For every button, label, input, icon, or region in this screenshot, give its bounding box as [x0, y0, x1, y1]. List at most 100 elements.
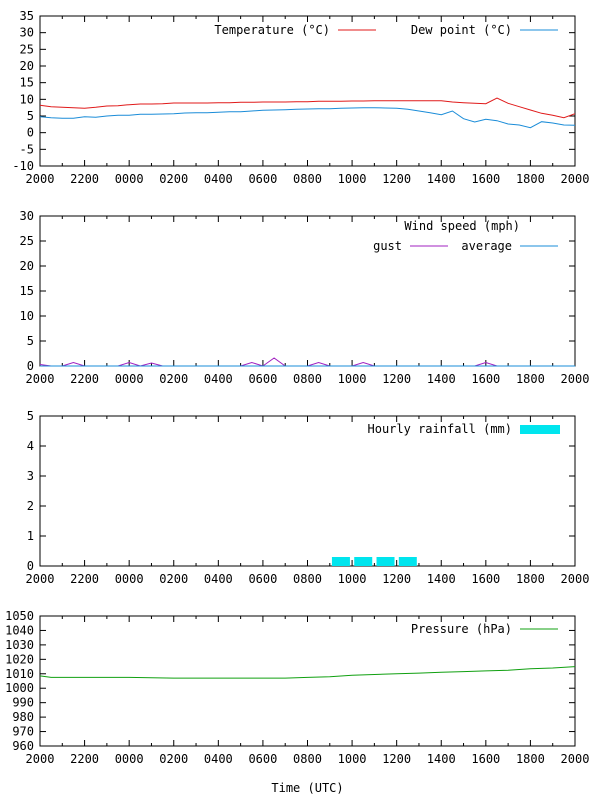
chart1-ytick-label: 0: [27, 126, 34, 140]
chart1-series-2-line: [39, 107, 576, 129]
chart3-xtick-label: 1800: [516, 572, 545, 586]
chart4-xtick-label: 0800: [293, 752, 322, 766]
chart2-xtick-label: 0400: [204, 372, 233, 386]
chart4-ytick-label: 960: [12, 739, 34, 753]
chart2-series-1-legend-label: gust: [373, 239, 402, 253]
chart2-ytick-label: 15: [20, 284, 34, 298]
chart3-series-1-bar: [331, 557, 350, 566]
chart4-ytick-label: 1020: [5, 652, 34, 666]
chart3-ytick-label: 0: [27, 559, 34, 573]
chart2-ytick-label: 0: [27, 359, 34, 373]
chart3-ytick-label: 4: [27, 439, 34, 453]
chart3-series-1-bar: [376, 557, 395, 566]
chart3-xtick-label: 0200: [159, 572, 188, 586]
chart3-ytick-label: 1: [27, 529, 34, 543]
chart1-ytick-label: 15: [20, 76, 34, 90]
chart3-xtick-label: 1200: [382, 572, 411, 586]
chart4-xtick-label: 0600: [248, 752, 277, 766]
chart1-xtick-label: 1000: [338, 172, 367, 186]
chart2-series-2-legend-label: average: [461, 239, 512, 253]
chart4-ytick-label: 970: [12, 725, 34, 739]
chart4-series-1-legend-label: Pressure (hPa): [411, 622, 512, 636]
chart2-ytick-label: 20: [20, 259, 34, 273]
chart4-ytick-label: 1050: [5, 609, 34, 623]
chart4-ytick-label: 1000: [5, 681, 34, 695]
chart1-plot-frame: [39, 15, 576, 167]
chart4-xtick-label: 2200: [70, 752, 99, 766]
chart1-ytick-label: 25: [20, 42, 34, 56]
chart4-xtick-label: 0000: [115, 752, 144, 766]
chart2-xtick-label: 2000: [26, 372, 55, 386]
chart2-xtick-label: 0800: [293, 372, 322, 386]
chart2-xtick-label: 0000: [115, 372, 144, 386]
chart3-xtick-label: 2200: [70, 572, 99, 586]
chart1-xtick-label: 0000: [115, 172, 144, 186]
chart1-series-1-line: [39, 97, 576, 119]
chart4-xtick-label: 1000: [338, 752, 367, 766]
chart1-series-1-legend-label: Temperature (°C): [214, 23, 330, 37]
chart2-xtick-label: 2200: [70, 372, 99, 386]
chart2-xtick-label: 1800: [516, 372, 545, 386]
chart4-xtick-label: 2000: [26, 752, 55, 766]
chart4-ytick-label: 980: [12, 710, 34, 724]
chart4-xtick-label: 1600: [471, 752, 500, 766]
chart4-ytick-label: 1040: [5, 623, 34, 637]
chart3-xtick-label: 1400: [427, 572, 456, 586]
chart4-xtick-label: 0400: [204, 752, 233, 766]
chart4-xtick-label: 0200: [159, 752, 188, 766]
chart3-ytick-label: 5: [27, 409, 34, 423]
chart3-series-1-legend-swatch: [520, 425, 560, 434]
chart1-series-2-legend-label: Dew point (°C): [411, 23, 512, 37]
chart1-ytick-label: 20: [20, 59, 34, 73]
chart2-xtick-label: 1400: [427, 372, 456, 386]
chart3-xtick-label: 0600: [248, 572, 277, 586]
chart3-xtick-label: 1000: [338, 572, 367, 586]
chart1-xtick-label: 0600: [248, 172, 277, 186]
chart4-xtick-label: 1400: [427, 752, 456, 766]
chart2-ytick-label: 10: [20, 309, 34, 323]
chart2-xtick-label: 1600: [471, 372, 500, 386]
chart2-xtick-label: 0200: [159, 372, 188, 386]
chart2-ytick-label: 30: [20, 209, 34, 223]
chart3-xtick-label: 0400: [204, 572, 233, 586]
chart1-xtick-label: 2200: [70, 172, 99, 186]
chart4-xlabel: Time (UTC): [271, 781, 343, 795]
chart1-xtick-label: 1200: [382, 172, 411, 186]
chart3-xtick-label: 2000: [26, 572, 55, 586]
chart3-series-1-bar: [398, 557, 417, 566]
chart3-xtick-label: 1600: [471, 572, 500, 586]
chart1-ytick-label: -10: [12, 159, 34, 173]
chart3-series-1-legend-label: Hourly rainfall (mm): [368, 422, 513, 436]
chart2-xtick-label: 0600: [248, 372, 277, 386]
chart2-xtick-label: 2000: [561, 372, 590, 386]
chart4-xtick-label: 1200: [382, 752, 411, 766]
chart2-title: Wind speed (mph): [404, 219, 520, 233]
chart4-ytick-label: 1030: [5, 638, 34, 652]
chart2-xtick-label: 1200: [382, 372, 411, 386]
chart3-plot-frame: [39, 415, 576, 567]
chart2-xtick-label: 1000: [338, 372, 367, 386]
chart4-series-1-line: [39, 666, 576, 679]
chart1-ytick-label: 10: [20, 92, 34, 106]
chart1-xtick-label: 1600: [471, 172, 500, 186]
chart1-xtick-label: 1400: [427, 172, 456, 186]
chart3-ytick-label: 3: [27, 469, 34, 483]
chart4-ytick-label: 1010: [5, 667, 34, 681]
chart1-xtick-label: 1800: [516, 172, 545, 186]
chart3-xtick-label: 0800: [293, 572, 322, 586]
chart1-xtick-label: 2000: [26, 172, 55, 186]
chart1-xtick-label: 2000: [561, 172, 590, 186]
chart1-ytick-label: 5: [27, 109, 34, 123]
chart3-xtick-label: 2000: [561, 572, 590, 586]
chart4-xtick-label: 1800: [516, 752, 545, 766]
chart4-xtick-label: 2000: [561, 752, 590, 766]
chart1-ytick-label: 35: [20, 9, 34, 23]
chart3-xtick-label: 0000: [115, 572, 144, 586]
chart1-xtick-label: 0200: [159, 172, 188, 186]
chart2-ytick-label: 5: [27, 334, 34, 348]
chart1-xtick-label: 0400: [204, 172, 233, 186]
chart3-ytick-label: 2: [27, 499, 34, 513]
chart3-series-1-bar: [354, 557, 373, 566]
